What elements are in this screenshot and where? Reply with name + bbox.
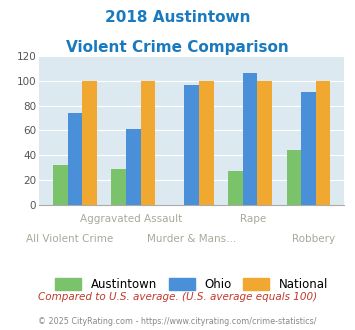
Bar (53, 165, 67, 205)
Text: Robbery: Robbery (292, 234, 335, 244)
Text: Murder & Mans...: Murder & Mans... (147, 234, 236, 244)
Bar (257, 81, 272, 205)
Text: © 2025 CityRating.com - https://www.cityrating.com/crime-statistics/: © 2025 CityRating.com - https://www.city… (38, 317, 317, 326)
Bar (141, 81, 155, 205)
Bar (199, 81, 214, 205)
Text: All Violent Crime: All Violent Crime (26, 234, 113, 244)
Text: Violent Crime Comparison: Violent Crime Comparison (66, 40, 289, 54)
Text: Rape: Rape (240, 214, 266, 224)
Text: Compared to U.S. average. (U.S. average equals 100): Compared to U.S. average. (U.S. average … (38, 292, 317, 302)
Legend: Austintown, Ohio, National: Austintown, Ohio, National (51, 273, 333, 295)
Bar (126, 129, 141, 205)
Text: Aggravated Assault: Aggravated Assault (80, 214, 182, 224)
Bar (111, 169, 126, 205)
Bar (243, 73, 257, 205)
Bar (286, 150, 301, 205)
Bar (228, 171, 243, 205)
Bar (67, 113, 82, 205)
Text: 2018 Austintown: 2018 Austintown (105, 10, 250, 25)
Bar (316, 81, 331, 205)
Bar (82, 81, 97, 205)
Bar (301, 92, 316, 205)
Bar (184, 84, 199, 205)
